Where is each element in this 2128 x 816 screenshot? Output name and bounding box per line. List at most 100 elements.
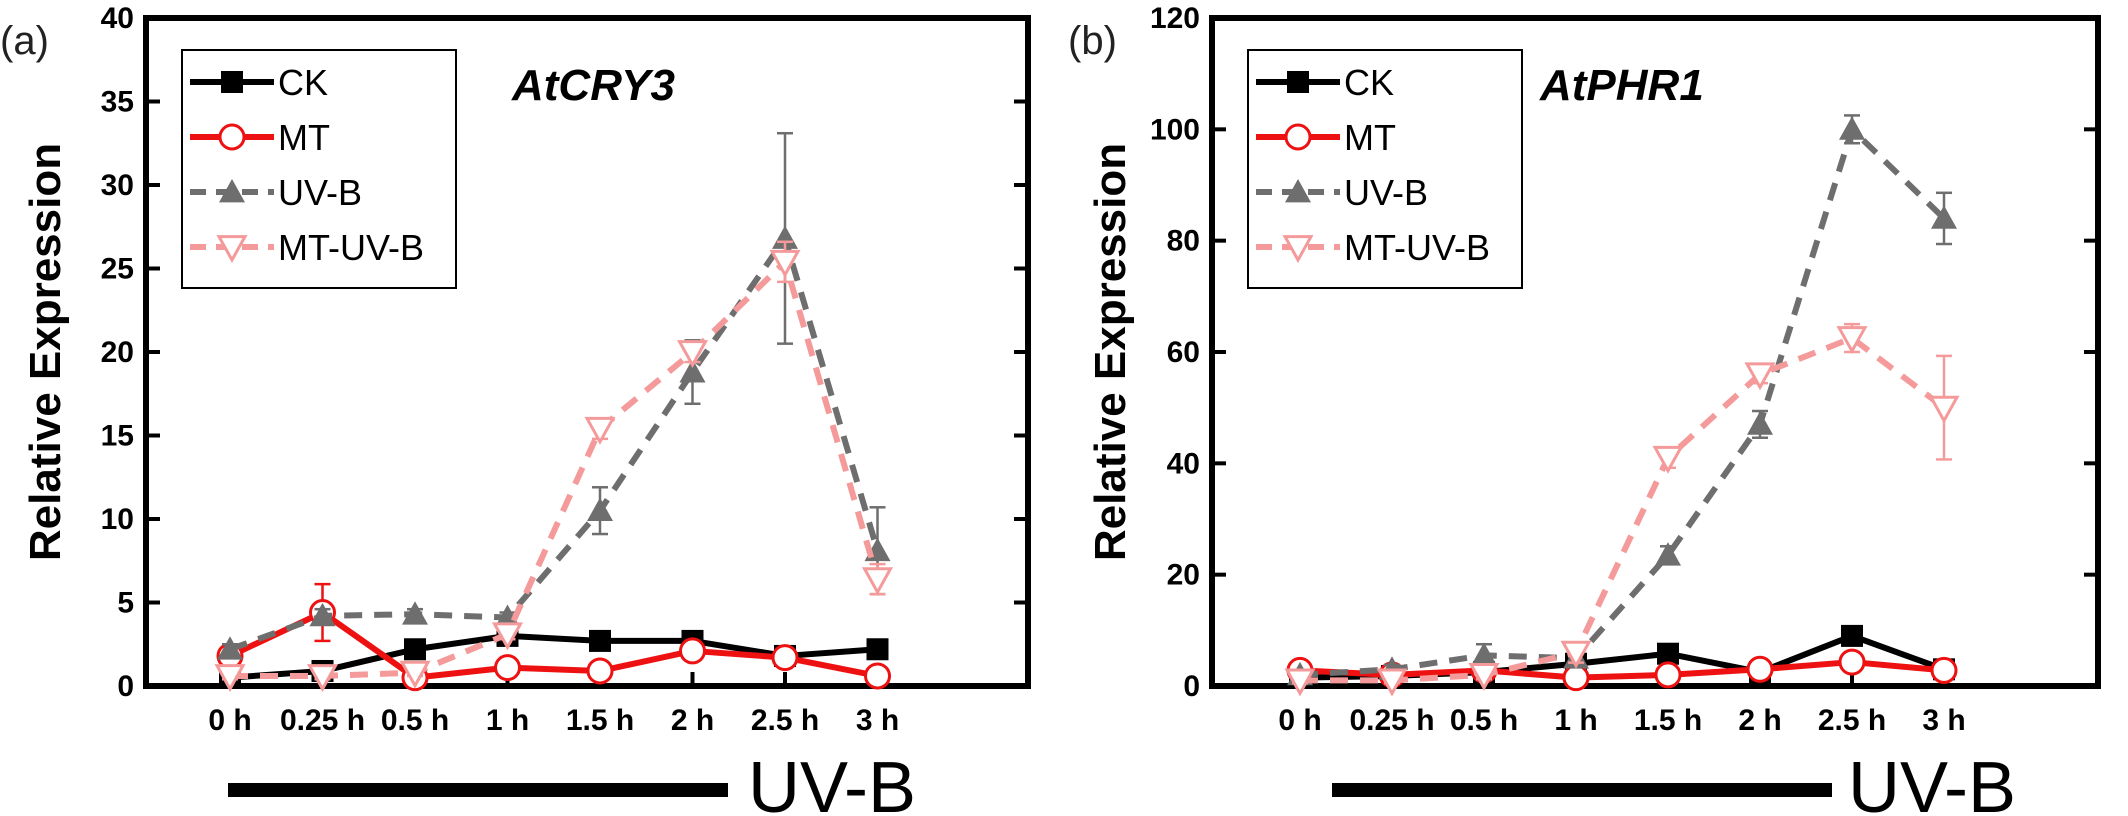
- data-point: [1931, 205, 1957, 229]
- data-point: [771, 644, 799, 672]
- data-point: [494, 654, 521, 682]
- legend-label: CK: [1344, 62, 1394, 103]
- x-tick-label: 2 h: [1738, 704, 1781, 737]
- x-tick-label: 0 h: [208, 704, 251, 737]
- legend-item: CK: [190, 62, 328, 103]
- legend-item: MT-UV-B: [190, 227, 424, 268]
- chart-panel-a: (a) 0 5 10 15 20 25 30 35 40 Relative Expression 0 …: [0, 2, 1031, 816]
- x-tick-label: 3 h: [1922, 704, 1965, 737]
- data-point: [586, 657, 614, 685]
- uvb-treatment-label: UV-B: [748, 748, 916, 816]
- legend-marker: [216, 235, 248, 264]
- x-tick-label: 0.25 h: [1349, 704, 1434, 737]
- data-point: [1657, 642, 1679, 665]
- data-point: [217, 636, 243, 660]
- data-point: [306, 664, 339, 693]
- data-point: [589, 629, 611, 652]
- y-tick-label: 20: [1167, 559, 1200, 592]
- data-point: [584, 416, 616, 445]
- legend-label: MT: [278, 117, 330, 158]
- legend-item: MT-UV-B: [1256, 227, 1490, 268]
- legend-marker: [1282, 235, 1314, 264]
- data-point: [769, 249, 801, 278]
- y-tick-label: 15: [101, 420, 134, 453]
- y-tick-label: 20: [101, 336, 134, 369]
- data-point: [494, 604, 521, 628]
- data-point: [1841, 624, 1863, 647]
- data-point: [866, 638, 889, 661]
- data-point: [676, 340, 709, 369]
- x-tick-label: 1 h: [486, 704, 529, 737]
- data-point: [1838, 648, 1866, 676]
- series-line: [228, 235, 881, 653]
- y-tick-label: 0: [1183, 670, 1200, 703]
- y-tick-label: 0: [117, 670, 134, 703]
- data-point: [864, 662, 891, 690]
- data-point: [1376, 668, 1408, 697]
- panel-label: (b): [1068, 19, 1117, 63]
- y-tick-label: 25: [101, 253, 134, 286]
- data-point: [309, 602, 336, 627]
- legend: CK MT UV-B MT-UV-B: [181, 49, 457, 289]
- legend-marker: [218, 123, 246, 151]
- x-tick-label: 0.5 h: [381, 704, 449, 737]
- legend-label: MT-UV-B: [1344, 227, 1490, 268]
- legend-item: CK: [1256, 62, 1394, 103]
- legend-marker: [1287, 71, 1309, 93]
- legend-label: UV-B: [278, 172, 362, 213]
- y-tick-label: 100: [1150, 113, 1200, 146]
- series-mt-uv-b: [1284, 322, 1960, 697]
- data-point: [679, 359, 706, 383]
- x-tick-label: 0.5 h: [1450, 704, 1518, 737]
- data-point: [1930, 656, 1958, 684]
- series-line: [1299, 659, 1945, 681]
- legend-item: UV-B: [1256, 172, 1428, 213]
- data-point: [1652, 445, 1684, 474]
- x-tick-label: 1 h: [1554, 704, 1597, 737]
- y-tick-label: 10: [101, 503, 134, 536]
- legend: CK MT UV-B MT-UV-B: [1247, 49, 1523, 289]
- series-line: [1299, 126, 1947, 678]
- data-point: [1744, 362, 1776, 391]
- series-line: [228, 609, 879, 681]
- x-tick-label: 1.5 h: [566, 704, 634, 737]
- y-tick-label: 40: [101, 2, 134, 35]
- x-tick-label: 0.25 h: [280, 704, 365, 737]
- x-tick-label: 2.5 h: [751, 704, 819, 737]
- y-axis-label: Relative Expression: [1086, 143, 1135, 561]
- y-tick-label: 30: [101, 169, 134, 202]
- data-point: [1928, 395, 1960, 424]
- y-tick-label: 120: [1150, 2, 1200, 35]
- x-tick-label: 2 h: [671, 704, 714, 737]
- uvb-treatment-label: UV-B: [1848, 748, 2016, 816]
- data-point: [1284, 668, 1316, 697]
- legend-label: UV-B: [1344, 172, 1428, 213]
- legend-marker: [221, 71, 243, 93]
- data-point: [1654, 661, 1682, 689]
- data-point: [1560, 640, 1592, 669]
- data-point: [491, 622, 524, 651]
- data-point: [861, 567, 894, 596]
- data-point: [1839, 116, 1865, 140]
- data-point: [402, 601, 428, 625]
- series-line: [229, 632, 878, 681]
- gene-title: AtPHR1: [1539, 61, 1704, 110]
- y-axis-label: Relative Expression: [21, 143, 70, 561]
- y-tick-label: 5: [117, 587, 134, 620]
- legend-label: CK: [278, 62, 328, 103]
- y-tick-label: 60: [1167, 336, 1200, 369]
- data-point: [1836, 326, 1868, 355]
- series-uv-b: [217, 131, 891, 660]
- y-tick-label: 35: [101, 86, 134, 119]
- data-point: [1562, 664, 1590, 692]
- legend-label: MT-UV-B: [278, 227, 424, 268]
- x-tick-label: 0 h: [1278, 704, 1321, 737]
- chart-panel-b: (b) 0 20 40 60 80 100 120 Relative Expression 0 h…: [1068, 2, 2101, 816]
- gene-title: AtCRY3: [511, 61, 675, 110]
- legend-item: MT: [1256, 117, 1396, 158]
- series-line: [1300, 335, 1946, 684]
- legend-marker: [1284, 123, 1312, 151]
- y-tick-label: 80: [1167, 225, 1200, 258]
- series-line: [230, 258, 881, 679]
